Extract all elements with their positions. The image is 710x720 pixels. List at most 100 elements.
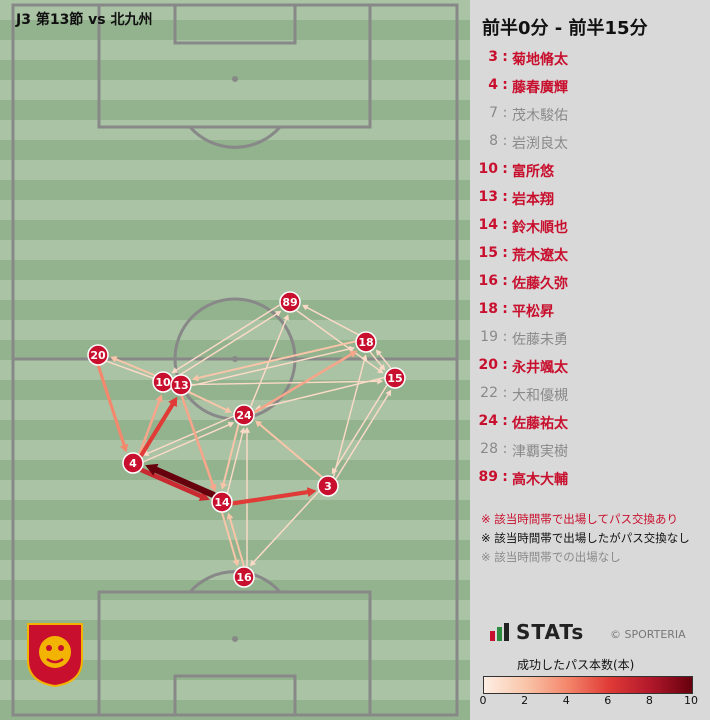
roster-separator: : xyxy=(502,217,508,233)
pass-edge-14-to-24 xyxy=(226,427,246,493)
player-node-14: 14 xyxy=(211,491,233,513)
roster-item: 24: 佐藤祐太 xyxy=(475,413,585,437)
pass-edge-20-to-4 xyxy=(96,364,129,453)
roster-number: 89 xyxy=(478,469,498,485)
roster-name: 荒木遼太 xyxy=(512,248,568,264)
stats-bars-icon xyxy=(490,623,509,641)
roster-number: 10 xyxy=(478,161,498,177)
player-node-label: 15 xyxy=(387,372,402,385)
color-scale-tick: 6 xyxy=(604,694,612,707)
player-node-13: 13 xyxy=(170,374,192,396)
roster-item: 7: 茂木駿佑 xyxy=(475,105,585,129)
roster-number: 4 xyxy=(488,77,498,93)
roster-name: 佐藤久弥 xyxy=(512,276,568,292)
roster-number: 20 xyxy=(478,357,498,373)
roster-separator: : xyxy=(502,105,508,121)
roster-item: 14: 鈴木順也 xyxy=(475,217,585,241)
pass-edge-15-to-18 xyxy=(375,349,392,369)
roster-number: 15 xyxy=(478,245,498,261)
pass-edge-4-to-14 xyxy=(139,467,210,501)
pass-edge-3-to-18 xyxy=(332,354,368,477)
color-scale-title: 成功したパス本数(本) xyxy=(517,658,635,672)
roster-item: 3: 菊地脩太 xyxy=(475,49,585,73)
club-crest-icon xyxy=(27,623,83,688)
roster-separator: : xyxy=(502,441,508,457)
color-scale-tick: 2 xyxy=(521,694,529,707)
roster-number: 13 xyxy=(478,189,498,205)
stats-logo-text: STATs xyxy=(516,620,585,644)
player-node-label: 13 xyxy=(173,379,188,392)
legend-played-pass: ※ 該当時間帯で出場してパス交換あり xyxy=(481,512,678,526)
roster-name: 津覇実樹 xyxy=(512,444,568,460)
player-node-18: 18 xyxy=(355,331,377,353)
pass-edges xyxy=(96,304,392,567)
player-node-label: 18 xyxy=(358,336,373,349)
color-scale-ticks: 0 2 4 6 8 10 xyxy=(480,694,699,712)
roster-name: 佐藤祐太 xyxy=(512,416,568,432)
roster-name: 大和優槻 xyxy=(512,388,568,404)
player-node-label: 4 xyxy=(129,457,137,470)
roster-name: 富所悠 xyxy=(512,164,554,180)
player-node-label: 14 xyxy=(214,496,230,509)
pass-edge-14-to-4 xyxy=(145,463,217,499)
stats-logo: STATs xyxy=(490,620,584,644)
pass-edge-13-to-14 xyxy=(180,395,217,492)
roster-name: 茂木駿佑 xyxy=(512,108,568,124)
penalty-spot-bottom xyxy=(232,636,238,642)
roster-separator: : xyxy=(502,469,508,485)
pass-edge-24-to-14 xyxy=(220,423,240,490)
pass-network-pitch: 3 4 10 13 14 15 16 18 20 24 89 xyxy=(0,0,470,720)
roster-name: 鈴木順也 xyxy=(512,220,568,236)
color-scale-bar xyxy=(483,676,693,694)
match-title: J3 第13節 vs 北九州 xyxy=(16,12,153,28)
pass-edge-89-to-10 xyxy=(171,304,280,374)
credit: © SPORTERIA xyxy=(610,628,686,641)
pass-edge-16-to-14 xyxy=(226,512,245,567)
pass-edge-18-to-89 xyxy=(302,304,359,335)
roster-name: 佐藤未勇 xyxy=(512,332,568,348)
roster-separator: : xyxy=(502,301,508,317)
player-node-label: 3 xyxy=(324,480,332,493)
roster-item: 16: 佐藤久弥 xyxy=(475,273,585,297)
roster-number: 7 xyxy=(489,105,498,121)
pass-edge-18-to-15 xyxy=(369,351,386,371)
pass-edge-16-to-24 xyxy=(243,427,251,567)
roster-number: 3 xyxy=(488,49,498,65)
roster-name: 永井颯太 xyxy=(512,360,568,376)
roster-name: 岩本翔 xyxy=(512,192,554,208)
player-node-10: 10 xyxy=(152,371,174,393)
roster-item: 28: 津覇実樹 xyxy=(475,441,585,465)
color-scale-tick: 4 xyxy=(562,694,570,707)
roster-separator: : xyxy=(502,245,508,261)
roster-name: 平松昇 xyxy=(512,304,554,320)
pass-edge-4-to-10 xyxy=(138,394,163,456)
player-node-label: 24 xyxy=(236,409,252,422)
pass-edge-10-to-20 xyxy=(110,356,155,377)
roster-separator: : xyxy=(502,385,508,401)
player-node-24: 24 xyxy=(233,404,255,426)
roster-item: 22: 大和優槻 xyxy=(475,385,585,409)
player-node-4: 4 xyxy=(122,452,144,474)
pass-edge-14-to-16 xyxy=(221,512,240,567)
roster-number: 28 xyxy=(480,441,498,457)
pass-edge-14-to-3 xyxy=(231,487,317,506)
roster-name: 藤春廣輝 xyxy=(512,80,568,96)
player-node-20: 20 xyxy=(87,344,109,366)
period-title: 前半0分 - 前半15分 xyxy=(482,18,648,39)
legend-not-played: ※ 該当時間帯での出場なし xyxy=(481,550,621,564)
pass-edge-13-to-18 xyxy=(191,345,355,387)
roster-separator: : xyxy=(502,49,508,65)
pass-edge-18-to-13 xyxy=(192,340,356,382)
pass-edge-89-to-15 xyxy=(296,310,384,374)
roster-separator: : xyxy=(502,273,508,289)
roster-number: 8 xyxy=(489,133,498,149)
pass-edge-24-to-18 xyxy=(253,350,358,414)
roster-separator: : xyxy=(502,133,508,149)
roster-item: 18: 平松昇 xyxy=(475,301,585,325)
pass-edge-3-to-15 xyxy=(335,389,392,479)
player-node-label: 10 xyxy=(155,376,171,389)
player-node-label: 20 xyxy=(90,349,106,362)
roster-item: 19: 佐藤未勇 xyxy=(475,329,585,353)
roster-item: 8: 岩渕良太 xyxy=(475,133,585,157)
roster-separator: : xyxy=(502,329,508,345)
